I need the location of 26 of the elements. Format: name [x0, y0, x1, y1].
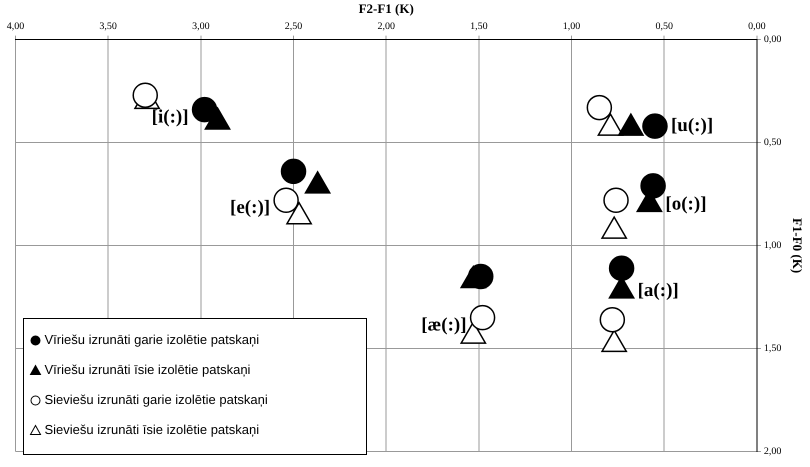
x-tick-label: 0,50 — [655, 21, 673, 32]
legend-label: Sieviešu izrunāti garie izolētie patskaņi — [44, 392, 268, 408]
legend-label: Vīriešu izrunāti garie izolētie patskaņi — [44, 332, 260, 348]
annotation: [i(:)] — [152, 106, 189, 128]
x-tick-label: 0,00 — [748, 21, 766, 32]
x-tick-label: 3,00 — [192, 21, 210, 32]
legend-label: Sieviešu izrunāti īsie izolētie patskaņi — [44, 422, 260, 438]
annotation: [e(:)] — [230, 197, 270, 218]
y-tick-label: 2,00 — [764, 446, 782, 458]
y-tick-label: 1,50 — [764, 343, 782, 354]
annotation: [o(:)] — [665, 193, 707, 214]
y-tick-label: 1,00 — [764, 240, 782, 252]
annotation: [æ(:)] — [421, 314, 467, 336]
y-tick-label: 0,50 — [764, 137, 782, 148]
annotation: [a(:)] — [638, 280, 679, 301]
x-axis-title: F2-F1 (K) — [358, 1, 414, 16]
legend-label: Vīriešu izrunāti īsie izolētie patskaņi — [44, 362, 251, 378]
x-tick-label: 2,50 — [284, 21, 302, 32]
y-axis-title: F1-F0 (K) — [790, 218, 805, 274]
x-tick-label: 2,00 — [377, 21, 395, 32]
y-tick-label: 0,00 — [764, 34, 782, 46]
x-tick-label: 4,00 — [6, 21, 24, 32]
annotation: [u(:)] — [670, 115, 714, 136]
x-tick-label: 3,50 — [99, 21, 117, 32]
x-tick-label: 1,00 — [562, 21, 580, 32]
x-tick-label: 1,50 — [470, 21, 488, 32]
